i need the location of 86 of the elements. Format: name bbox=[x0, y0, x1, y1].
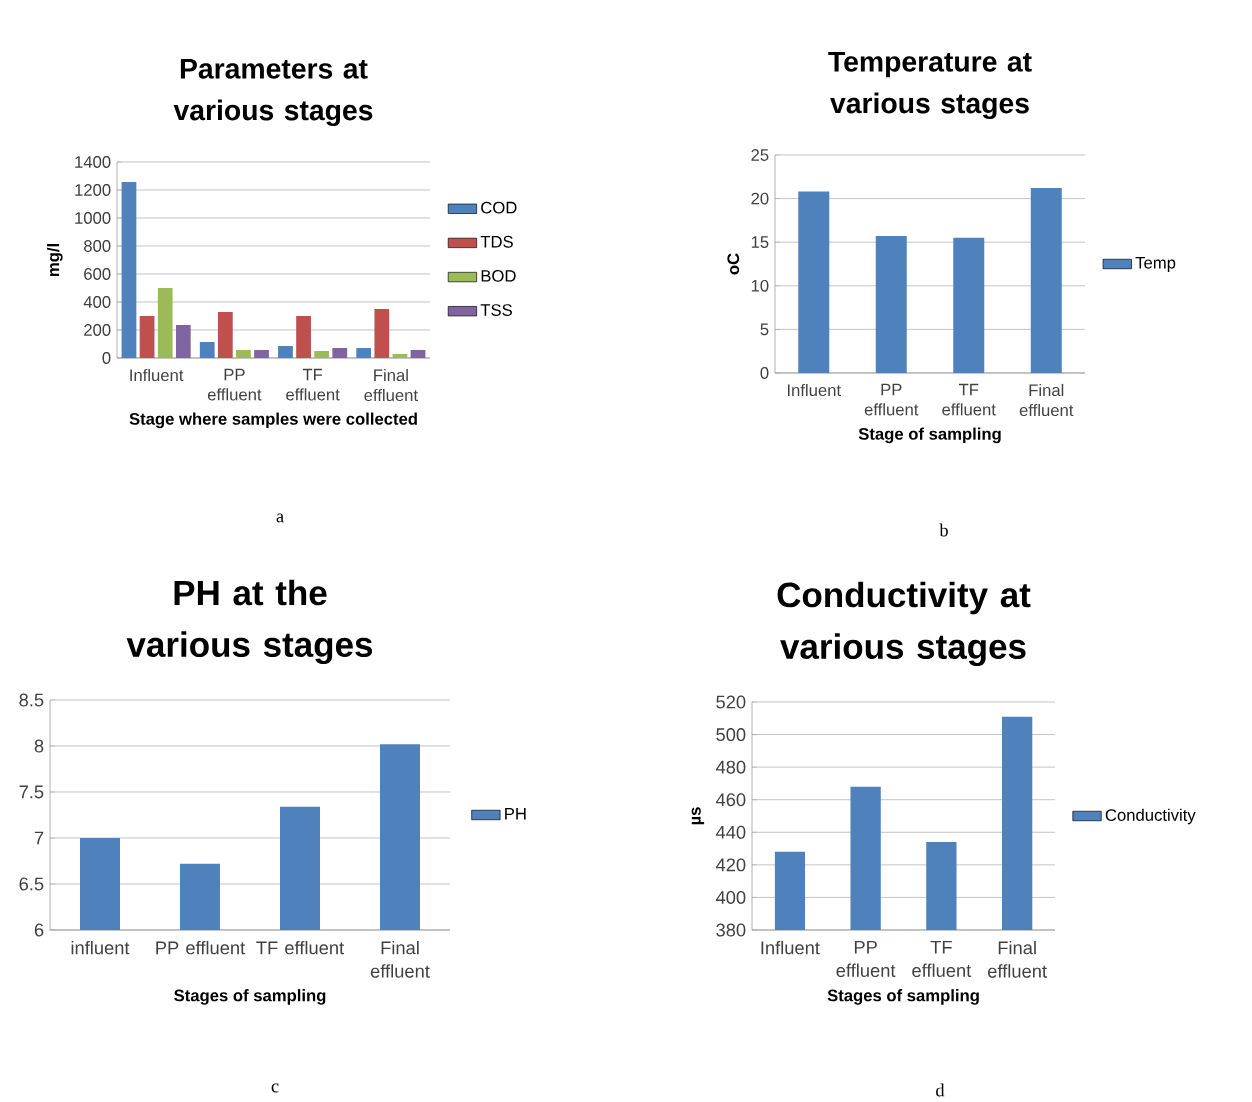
bar bbox=[139, 315, 155, 358]
x-tick-label: PP effluent bbox=[836, 940, 896, 978]
x-tick-label: Final effluent bbox=[988, 940, 1047, 978]
y-tick-label: 6 bbox=[34, 923, 44, 937]
x-tick-label: TF effluent bbox=[256, 940, 345, 955]
y-tick-label: 480 bbox=[715, 760, 746, 774]
legend-label: TDS bbox=[480, 235, 513, 248]
y-tick-label: 0 bbox=[760, 367, 769, 379]
y-tick-label: 520 bbox=[716, 695, 746, 709]
bar bbox=[236, 350, 251, 358]
y-tick-label: 500 bbox=[716, 728, 746, 742]
chart-title: PH at the various stages bbox=[126, 579, 373, 665]
y-tick-label: 200 bbox=[84, 324, 111, 336]
y-tick-label: 0 bbox=[102, 352, 111, 364]
y-tick-label: 600 bbox=[84, 268, 111, 280]
text: d bbox=[936, 1083, 945, 1097]
y-tick-label: 1200 bbox=[75, 184, 111, 196]
y-tick-label: 440 bbox=[715, 825, 746, 839]
x-tick-label: PP effluent bbox=[156, 940, 246, 955]
y-tick-label: 25 bbox=[751, 149, 769, 161]
legend-label: Temp bbox=[1135, 256, 1176, 272]
chart-title: Conductivity at various stages bbox=[777, 581, 1031, 667]
y-tick-label: 380 bbox=[716, 923, 746, 937]
x-tick-label: Final effluent bbox=[364, 368, 418, 402]
bar bbox=[1030, 188, 1062, 373]
chart-title: Parameters at various stages bbox=[173, 58, 373, 127]
x-tick-label: Influent bbox=[787, 383, 841, 397]
y-tick-label: 400 bbox=[83, 296, 111, 308]
x-axis-title: Stage of sampling bbox=[858, 427, 1001, 444]
y-tick-label: 1000 bbox=[75, 212, 111, 224]
bar bbox=[374, 308, 390, 358]
bar bbox=[157, 287, 173, 358]
y-axis-title: µs bbox=[691, 807, 705, 825]
bar bbox=[199, 342, 215, 358]
bar bbox=[254, 350, 269, 358]
x-axis-title: Stage where samples were collected bbox=[129, 412, 417, 429]
y-tick-label: 460 bbox=[715, 793, 746, 807]
y-tick-label: 420 bbox=[715, 858, 746, 872]
bar bbox=[217, 311, 233, 358]
text: a bbox=[276, 513, 284, 523]
x-tick-label: TF effluent bbox=[912, 940, 972, 978]
y-tick-label: 5 bbox=[760, 323, 769, 336]
bar bbox=[121, 182, 137, 358]
text: b bbox=[939, 523, 948, 537]
x-tick-label: TF effluent bbox=[942, 383, 996, 416]
y-tick-label: 6.5 bbox=[19, 877, 44, 891]
bar bbox=[278, 345, 293, 358]
chart-title: Temperature at various stages bbox=[828, 51, 1032, 120]
bar bbox=[175, 324, 191, 358]
bar bbox=[798, 191, 830, 373]
y-tick-label: 15 bbox=[751, 236, 769, 248]
y-tick-label: 7 bbox=[34, 831, 44, 845]
bar bbox=[392, 353, 408, 358]
y-tick-label: 10 bbox=[751, 279, 769, 292]
y-tick-label: 7.5 bbox=[19, 785, 44, 799]
x-tick-label: influent bbox=[71, 940, 130, 955]
y-axis-title: oC bbox=[727, 253, 740, 275]
x-tick-label: Influent bbox=[761, 940, 820, 955]
text: c bbox=[271, 1083, 279, 1093]
y-tick-label: 1400 bbox=[75, 156, 111, 168]
x-tick-label: PP effluent bbox=[864, 383, 919, 416]
x-axis-title: Stages of sampling bbox=[827, 989, 979, 1005]
legend-label: BOD bbox=[481, 269, 516, 282]
y-tick-label: 8.5 bbox=[19, 693, 44, 707]
legend-label: TSS bbox=[480, 304, 512, 316]
x-tick-label: Final effluent bbox=[370, 940, 430, 978]
x-axis-title: Stages of sampling bbox=[174, 989, 326, 1005]
legend-label: PH bbox=[505, 808, 526, 820]
bar bbox=[410, 350, 426, 358]
x-tick-label: PP effluent bbox=[207, 368, 262, 401]
legend-label: COD bbox=[481, 201, 517, 214]
y-tick-label: 8 bbox=[34, 739, 44, 753]
bar bbox=[356, 348, 372, 358]
legend-label: Conductivity bbox=[1105, 808, 1196, 825]
y-tick-label: 20 bbox=[751, 192, 769, 205]
y-tick-label: 800 bbox=[84, 240, 111, 252]
y-axis-title: mg/l bbox=[46, 244, 63, 277]
y-tick-label: 400 bbox=[715, 890, 746, 904]
bar bbox=[332, 348, 348, 358]
bar bbox=[314, 350, 330, 358]
bar bbox=[875, 236, 907, 373]
x-tick-label: Final effluent bbox=[1019, 383, 1074, 417]
x-tick-label: Influent bbox=[130, 368, 184, 382]
bar bbox=[296, 315, 311, 358]
x-tick-label: TF effluent bbox=[286, 368, 340, 401]
bar bbox=[953, 237, 985, 373]
